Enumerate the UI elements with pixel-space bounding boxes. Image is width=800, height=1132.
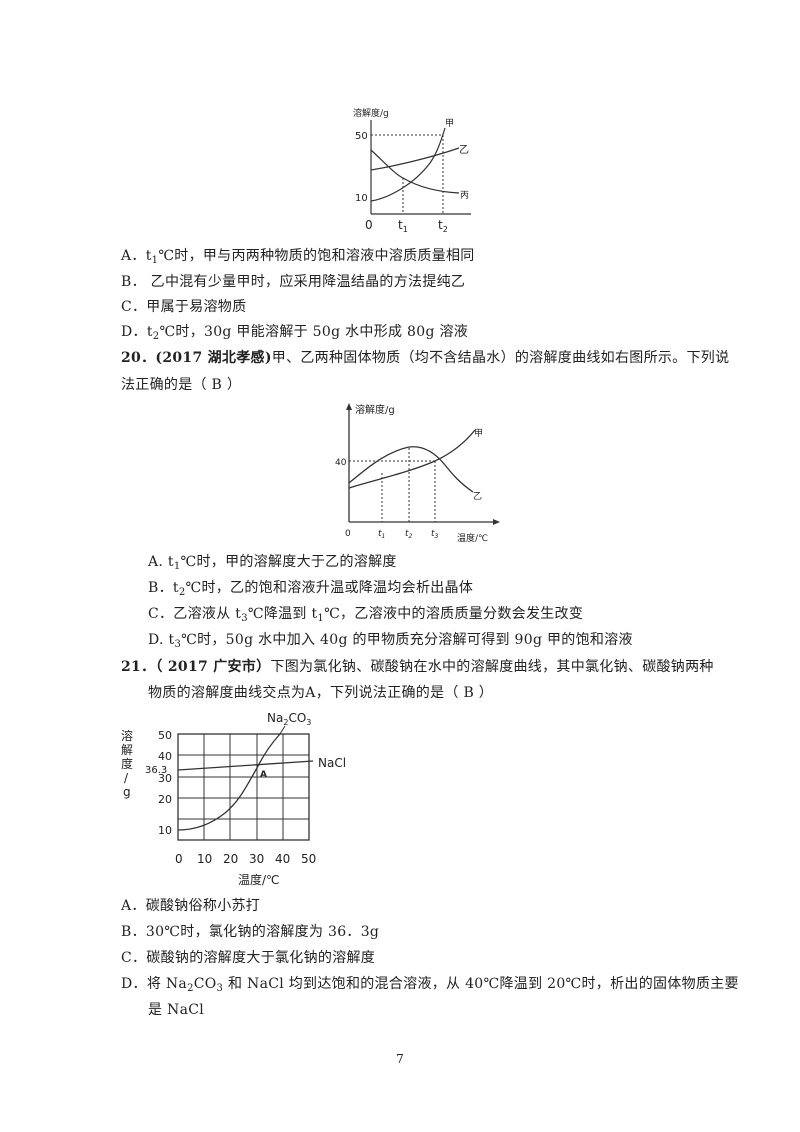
q21-xtick-20: 20 [223,852,238,866]
q19-label-yi: 乙 [459,144,469,156]
q20-xtick-t1: t1 [378,529,385,540]
q20-curve-yi [348,446,474,493]
q21-stem-line2: 物质的溶解度曲线交点为A，下列说法正确的是（ B ） [148,685,494,701]
q20-solubility-chart: 溶解度/g 40 0 t1 t2 t3 温度/℃ 甲 乙 [335,403,500,544]
q19-xtick-0: 0 [365,218,373,232]
q20-option-a: A. t1℃时，甲的溶解度大于乙的溶解度 [148,554,397,572]
q19-label-jia: 甲 [445,118,454,129]
q21-source: （ 2017 广安市） [155,659,271,675]
q21-curve-na2co3 [177,733,281,831]
q21-xtick-0: 0 [175,852,183,866]
q21-option-d-line2: 是 NaCl [148,1002,205,1018]
q19-solubility-chart: 溶解度/g 50 10 0 t1 t2 甲 乙 丙 [353,108,471,234]
q21-xtick-30: 30 [249,852,264,866]
q19-option-d: D．t2℃时，30g 甲能溶解于 50g 水中形成 80g 溶液 [121,324,469,342]
q21-ytick-36-3: 36.3 [145,765,167,776]
q19-curve-jia [370,127,446,202]
q19-option-a: A．t1℃时，甲与丙两种物质的饱和溶液中溶质质量相同 [121,248,475,266]
q20-stem-line1: 20．(2017 湖北孝感)甲、乙两种固体物质（均不含结晶水）的溶解度曲线如右图… [121,350,730,366]
q21-ylabel-char-3: 度 [121,756,133,771]
q21-ylabel-char-2: 解 [121,743,133,757]
q21-ylabel-char-1: 溶 [121,728,133,743]
q21-solubility-chart: 溶 解 度 / g 50 40 36.3 30 20 10 0 10 20 30… [121,711,346,887]
q19-option-c: C．甲属于易溶物质 [121,299,247,315]
q19-ytick-50: 50 [355,131,368,142]
q19-xtick-t2: t2 [438,218,448,234]
q21-stem-line1: 21．（ 2017 广安市）下图为氯化钠、碳酸钠在水中的溶解度曲线，其中氯化钠、… [121,659,714,675]
q19-xtick-t1: t1 [398,218,408,234]
q20-stem-line2: 法正确的是（ B ） [121,377,242,393]
q20-xtick-t3: t3 [431,529,439,540]
q21-ylabel-char-4: / [124,771,129,785]
q19-ytick-10: 10 [355,193,368,204]
q21-xtick-40: 40 [275,852,290,866]
q20-ylabel: 溶解度/g [355,403,395,416]
page-number: 7 [396,1052,404,1066]
q20-source: (2017 湖北孝感) [155,350,272,366]
q19-curve-bing [370,149,460,194]
q20-ytick-40: 40 [335,458,347,468]
q19-curve-yi [370,147,460,171]
q21-curve-nacl [177,760,314,771]
q19-option-b: B． 乙中混有少量甲时，应采用降温结晶的方法提纯乙 [121,274,466,290]
q20-xlabel: 温度/℃ [457,532,488,544]
q19-label-bing: 丙 [460,190,469,201]
q20-curve-jia [348,429,476,489]
q21-ytick-30: 30 [158,772,172,785]
q21-label-point-a: A [260,770,267,780]
q21-option-d-line1: D．将 Na2CO3 和 NaCl 均到达饱和的混合溶液，从 40℃降温到 20… [121,976,739,994]
q21-option-b: B．30℃时，氯化钠的溶解度为 36．3g [121,924,380,940]
q21-label-na2co3: Na2CO3 [267,711,311,727]
q19-ylabel: 溶解度/g [353,108,389,119]
q21-ylabel-char-5: g [123,785,131,799]
q21-ytick-40: 40 [158,750,172,763]
q20-label-jia: 甲 [474,428,483,439]
q21-option-c: C．碳酸钠的溶解度大于氯化钠的溶解度 [121,950,376,966]
q21-ytick-10: 10 [158,824,172,837]
q20-option-c: C．乙溶液从 t3℃降温到 t1℃，乙溶液中的溶质质量分数会发生改变 [148,606,584,624]
q21-xtick-10: 10 [197,852,212,866]
q20-xtick-0: 0 [345,529,351,539]
q20-label-yi: 乙 [473,491,482,502]
q20-number: 20． [121,350,156,366]
q20-xtick-t2: t2 [405,529,413,540]
q21-ytick-50: 50 [158,729,172,742]
q20-option-b: B．t2℃时，乙的饱和溶液升温或降温均会析出晶体 [148,580,474,598]
q21-label-nacl: NaCl [318,756,346,770]
q21-xlabel: 温度/℃ [238,872,280,887]
q21-ytick-20: 20 [158,793,172,806]
q21-number: 21． [121,659,156,675]
q21-xtick-50: 50 [301,852,316,866]
q21-option-a: A．碳酸钠俗称小苏打 [121,898,261,914]
q20-option-d: D. t3℃时，50g 水中加入 40g 的甲物质充分溶解可得到 90g 甲的饱… [148,632,633,650]
